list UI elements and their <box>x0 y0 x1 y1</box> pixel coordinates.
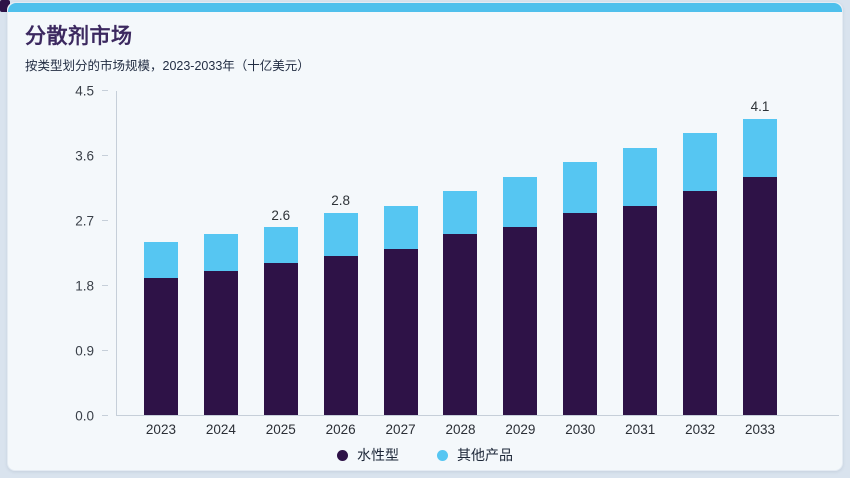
bar-segment-2023-series0 <box>143 277 178 415</box>
bar-segment-2033-series0 <box>743 176 778 415</box>
bar-segment-2032-series1 <box>683 133 718 192</box>
bar-segment-2027-series0 <box>383 248 418 415</box>
y-tick-label: 0.0 <box>75 408 94 424</box>
x-tick-label-2029: 2029 <box>505 422 536 437</box>
chart-card: 分散剂市场 按类型划分的市场规模，2023-2033年（十亿美元） 4.5 3.6… <box>7 2 843 471</box>
bar-total-label-2033: 4.1 <box>750 99 770 115</box>
bar-total-label-2026: 2.8 <box>331 193 351 209</box>
bar-segment-2023-series1 <box>143 241 178 278</box>
bar-group-2026: 2.8 <box>311 194 371 415</box>
y-tick-label: 4.5 <box>75 83 94 99</box>
bar-segment-2029-series0 <box>503 227 538 415</box>
bar-group-2029 <box>490 176 550 415</box>
bar-segment-2031-series0 <box>623 205 658 415</box>
bar-segment-2030-series0 <box>563 212 598 415</box>
bar-segment-2032-series0 <box>683 191 718 415</box>
bar-segment-2033-series1 <box>743 118 778 177</box>
legend-label: 水性型 <box>357 447 399 463</box>
y-axis: 4.5 3.6 2.7 1.8 0.9 0.0 <box>8 84 108 424</box>
bar-group-2025: 2.6 <box>251 209 311 415</box>
y-tick-label: 0.9 <box>75 343 94 359</box>
chart-legend: 水性型 其他产品 <box>8 445 842 465</box>
chart-header: 分散剂市场 按类型划分的市场规模，2023-2033年（十亿美元） <box>25 20 310 74</box>
bar-segment-2028-series0 <box>443 234 478 415</box>
x-tick-label-2028: 2028 <box>445 422 476 437</box>
plot-area: 2.6 2.8 4.1 2023 2024 2025 2026 2027 2028 2029 20… <box>116 91 839 437</box>
bar-segment-2029-series1 <box>503 176 538 228</box>
legend-item-series1: 其他产品 <box>437 445 513 465</box>
x-tick-label-2024: 2024 <box>205 422 236 437</box>
x-tick-label-2026: 2026 <box>325 422 356 437</box>
y-tick-mark <box>102 350 108 351</box>
y-tick-label: 1.8 <box>75 278 94 294</box>
top-accent-bar <box>8 3 842 12</box>
bar-group-2033: 4.1 <box>730 100 790 415</box>
x-tick-label-2025: 2025 <box>265 422 296 437</box>
bar-group-2028 <box>431 191 491 415</box>
x-tick-label-2031: 2031 <box>625 422 656 437</box>
legend-item-series0: 水性型 <box>337 445 399 465</box>
bar-group-2032 <box>670 133 730 415</box>
bars-container: 2.6 2.8 4.1 <box>117 91 839 415</box>
bar-segment-2025-series1 <box>263 227 298 264</box>
y-tick-mark <box>102 285 108 286</box>
bar-segment-2025-series0 <box>263 263 298 415</box>
bar-group-2024 <box>191 234 251 415</box>
corner-accent-mark <box>0 0 10 12</box>
x-tick-label-2032: 2032 <box>685 422 716 437</box>
bar-segment-2026-series1 <box>323 212 358 257</box>
chart-subtitle: 按类型划分的市场规模，2023-2033年（十亿美元） <box>25 59 310 73</box>
bar-group-2027 <box>371 205 431 415</box>
y-tick-label: 3.6 <box>75 148 94 164</box>
x-tick-label-2023: 2023 <box>145 422 176 437</box>
y-tick-mark <box>102 90 108 91</box>
x-axis: 2023 2024 2025 2026 2027 2028 2029 2030 2031 2032… <box>117 422 839 437</box>
bar-group-2030 <box>550 162 610 415</box>
y-tick-mark <box>102 155 108 156</box>
bar-group-2023 <box>131 241 191 415</box>
y-tick-mark <box>102 415 108 416</box>
bar-segment-2024-series0 <box>203 270 238 415</box>
bar-segment-2030-series1 <box>563 162 598 213</box>
page-title: 分散剂市场 <box>25 25 133 48</box>
x-tick-label-2030: 2030 <box>565 422 596 437</box>
x-tick-label-2027: 2027 <box>385 422 416 437</box>
bar-segment-2027-series1 <box>383 205 418 249</box>
legend-dot-icon <box>337 449 348 461</box>
chart-plot-wrapper: 4.5 3.6 2.7 1.8 0.9 0.0 2.6 2.8 4.1 2023 2024 202… <box>75 84 839 437</box>
y-tick-label: 2.7 <box>75 213 94 229</box>
legend-dot-icon <box>437 449 448 461</box>
legend-label: 其他产品 <box>457 447 513 463</box>
bar-group-2031 <box>610 147 670 415</box>
bar-total-label-2025: 2.6 <box>271 207 291 223</box>
y-tick-mark <box>102 220 108 221</box>
bar-segment-2028-series1 <box>443 191 478 235</box>
bar-segment-2031-series1 <box>623 147 658 206</box>
x-tick-label-2033: 2033 <box>744 422 776 437</box>
bar-segment-2026-series0 <box>323 256 358 415</box>
bar-segment-2024-series1 <box>203 234 238 271</box>
